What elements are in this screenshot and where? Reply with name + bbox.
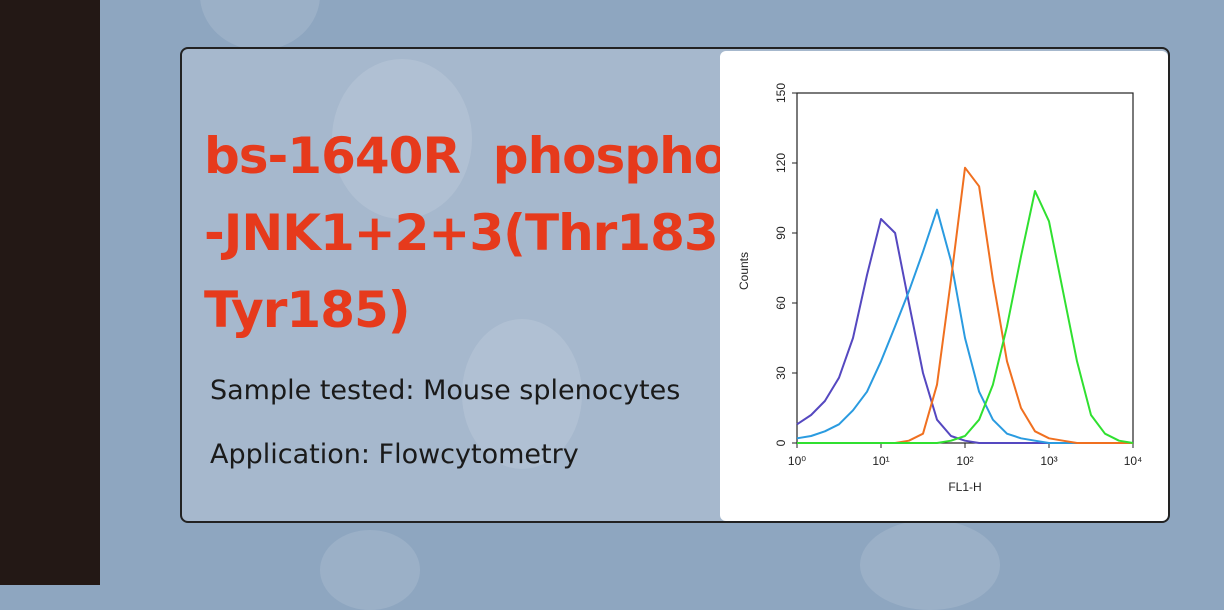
- y-tick-label: 0: [774, 439, 788, 446]
- detail: Sample tested: Mouse splenocytes: [210, 375, 681, 406]
- title-line: bs-1640R phospho: [204, 127, 728, 185]
- plot-frame: [796, 92, 1134, 444]
- bg-blob: [320, 530, 420, 610]
- plot-area: Counts FL1-H 0 30 60 90 120 150 10⁰ 10¹ 10² 10³ 10…: [720, 51, 1168, 521]
- chart: Counts FL1-H 0 30 60 90 120 150 10⁰ 10¹ 10² 10³ 10…: [737, 83, 1143, 494]
- detail: Application: Flowcytometry: [210, 439, 579, 470]
- y-tick-label: 120: [774, 153, 788, 173]
- bg-blob: [462, 319, 582, 469]
- panel: bs-1640R phospho -JNK1+2+3(Thr183+ Tyr18…: [180, 47, 1170, 523]
- y-tick-label: 60: [774, 296, 788, 310]
- histogram-line: [796, 208, 1133, 444]
- x-tick-label: 10⁴: [1124, 454, 1143, 468]
- histogram-line: [796, 218, 1133, 444]
- x-tick-label: 10²: [956, 454, 973, 468]
- page: bs-1640R phospho -JNK1+2+3(Thr183+ Tyr18…: [0, 0, 1170, 610]
- x-tick-label: 10⁰: [788, 454, 806, 468]
- y-axis-label: Counts: [737, 252, 751, 290]
- histogram-line: [797, 190, 1134, 444]
- side-bar: [0, 0, 100, 585]
- title-line: Tyr185): [204, 281, 411, 339]
- x-axis-label: FL1-H: [948, 480, 981, 494]
- x-tick-label: 10¹: [872, 454, 889, 468]
- x-tick-label: 10³: [1040, 454, 1057, 468]
- y-tick-label: 150: [774, 83, 788, 103]
- bg-blob: [332, 59, 472, 219]
- y-tick-label: 30: [774, 366, 788, 380]
- bg-blob: [860, 520, 1000, 610]
- histogram-line: [797, 166, 1133, 444]
- title-line: -JNK1+2+3(Thr183+: [204, 204, 760, 262]
- bg-blob: [200, 0, 320, 50]
- y-tick-label: 90: [774, 226, 788, 240]
